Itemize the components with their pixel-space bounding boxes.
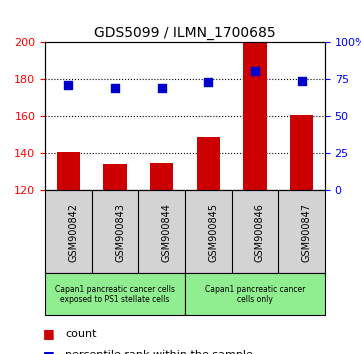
Point: [66, 82, 71, 88]
Text: percentile rank within the sample: percentile rank within the sample: [65, 350, 253, 354]
Text: Capan1 pancreatic cancer cells
exposed to PS1 stellate cells: Capan1 pancreatic cancer cells exposed t…: [55, 285, 175, 304]
Text: GSM900843: GSM900843: [115, 203, 125, 262]
Bar: [290, 115, 313, 190]
Bar: [103, 165, 127, 190]
Bar: [150, 162, 173, 190]
Point: [252, 68, 258, 73]
Point: [112, 85, 118, 91]
Text: GSM900844: GSM900844: [162, 203, 172, 262]
Bar: [57, 152, 80, 190]
Text: GSM900845: GSM900845: [208, 203, 218, 262]
Text: protocol: protocol: [45, 276, 90, 286]
Point: [205, 80, 211, 85]
Text: GSM900842: GSM900842: [69, 203, 78, 262]
Bar: [197, 137, 220, 190]
Point: [299, 78, 304, 84]
Point: [159, 85, 165, 91]
Title: GDS5099 / ILMN_1700685: GDS5099 / ILMN_1700685: [94, 26, 276, 40]
Text: ■: ■: [43, 349, 55, 354]
Bar: [243, 42, 267, 190]
Text: Capan1 pancreatic cancer
cells only: Capan1 pancreatic cancer cells only: [205, 285, 305, 304]
Text: GSM900847: GSM900847: [301, 203, 312, 262]
Text: count: count: [65, 329, 96, 339]
Text: GSM900846: GSM900846: [255, 203, 265, 262]
Text: ■: ■: [43, 327, 55, 341]
